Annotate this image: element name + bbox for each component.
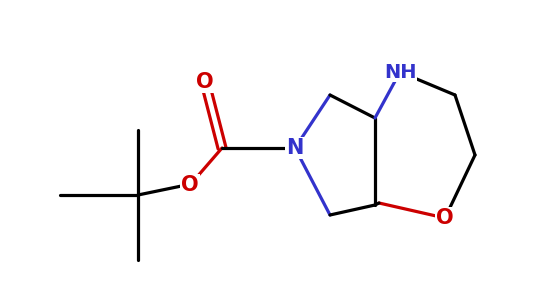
Text: O: O — [436, 208, 454, 228]
Text: NH: NH — [384, 62, 416, 82]
Text: O: O — [196, 72, 214, 92]
Text: O: O — [181, 175, 199, 195]
Text: N: N — [286, 138, 304, 158]
